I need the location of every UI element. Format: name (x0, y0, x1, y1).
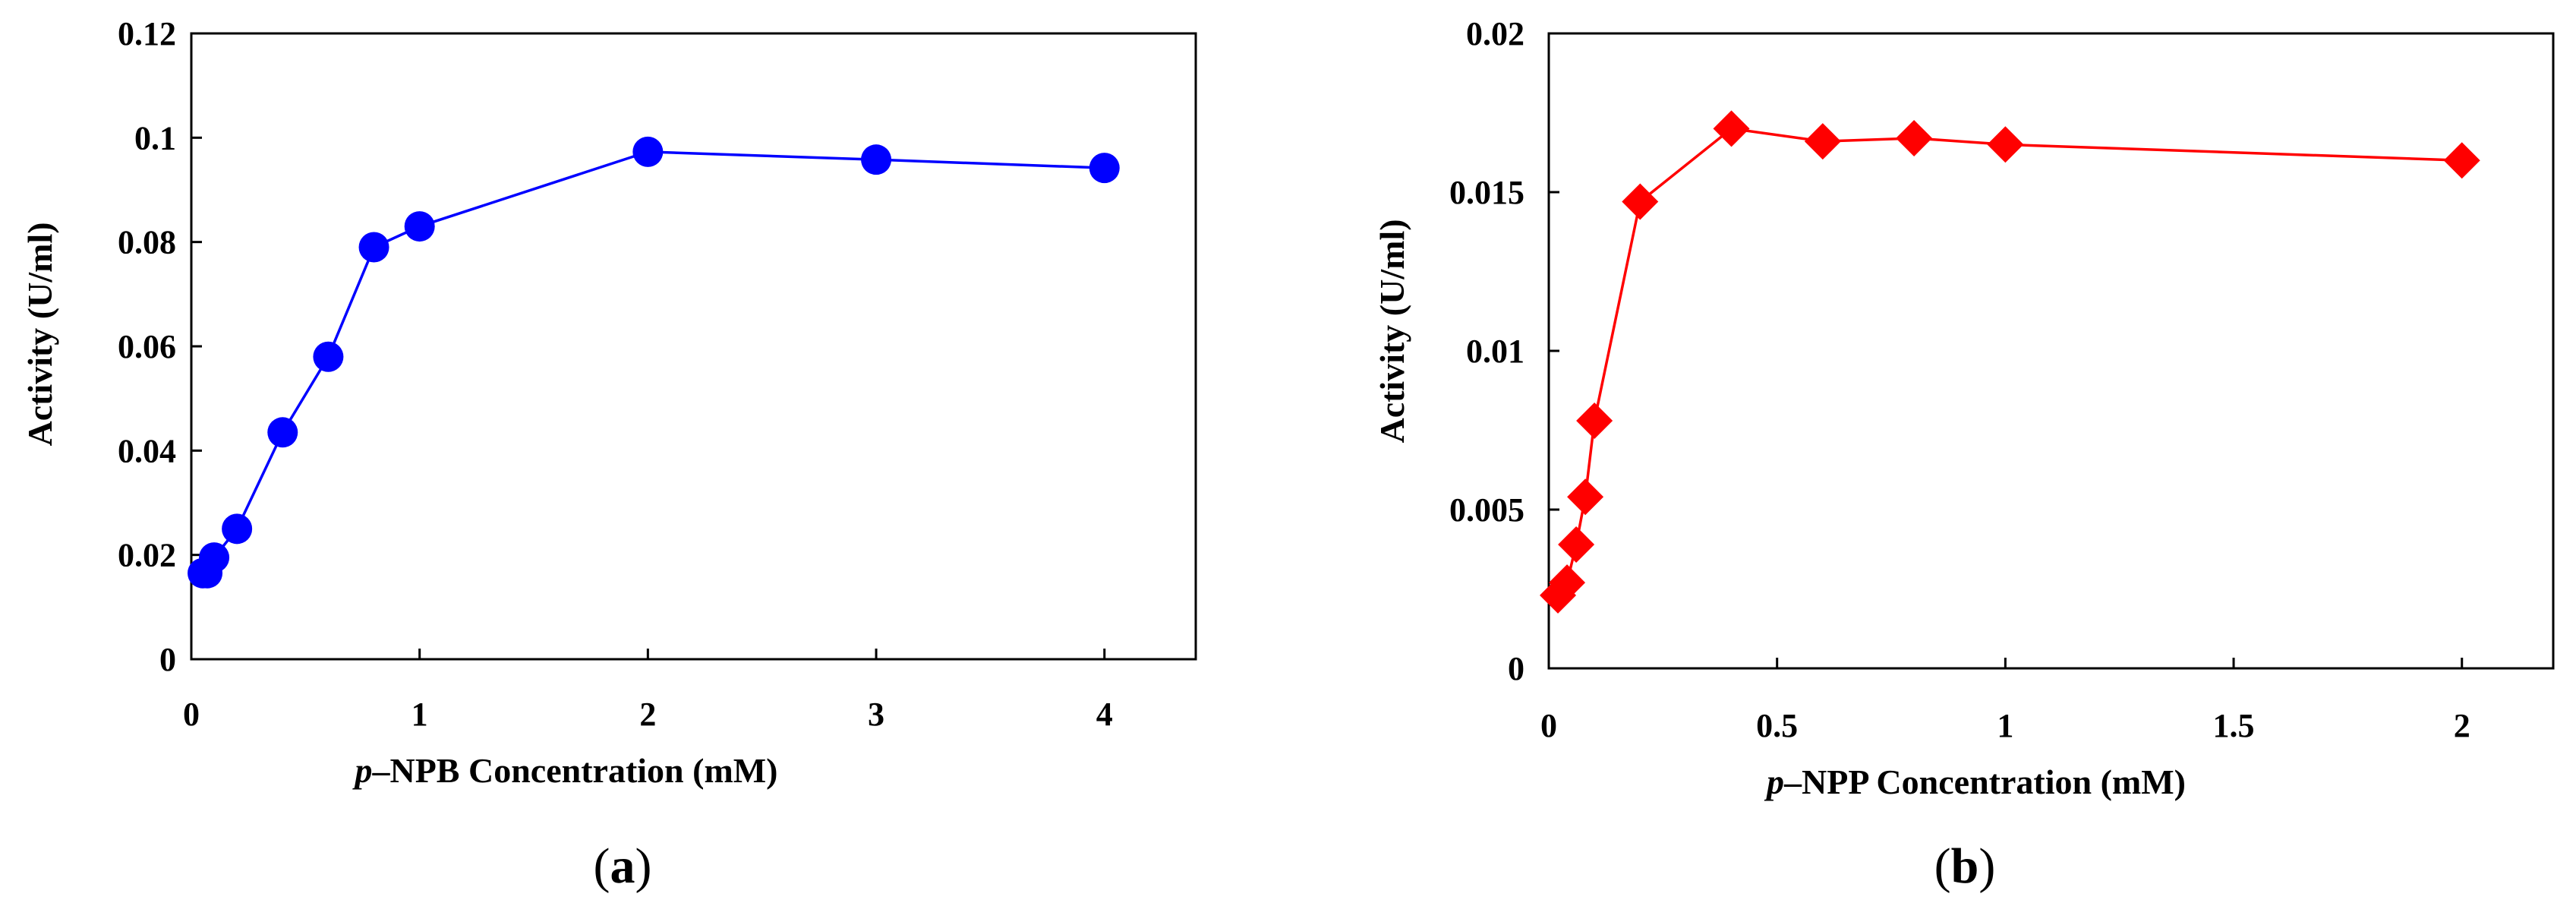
y-tick-label: 0.005 (1449, 491, 1524, 529)
panel-label-open: ( (594, 838, 610, 894)
x-axis-label-text: –NPP Concentration (mM) (1783, 762, 2186, 801)
y-tick-label: 0.06 (118, 328, 176, 365)
y-tick-label: 0.08 (118, 224, 176, 261)
y-tick-label: 0.02 (118, 537, 176, 574)
data-point (1576, 402, 1613, 439)
x-axis-label-italic: p (1764, 762, 1784, 801)
data-point (1558, 526, 1595, 563)
data-point (313, 341, 344, 372)
x-tick-label: 0 (1540, 707, 1557, 744)
x-tick-label: 2 (2454, 707, 2470, 744)
data-point (1567, 478, 1604, 516)
x-tick-label: 3 (868, 696, 884, 733)
x-axis-label: p–NPB Concentration (mM) (352, 751, 777, 790)
y-tick-label: 0.015 (1449, 174, 1524, 211)
x-tick-label: 0 (183, 696, 200, 733)
data-point (1896, 119, 1933, 156)
y-tick-label: 0.12 (118, 15, 176, 52)
x-tick-label: 1 (411, 696, 428, 733)
data-point (358, 232, 389, 263)
x-axis-label: p–NPP Concentration (mM) (1764, 762, 2186, 801)
plot-area (190, 32, 1197, 661)
series-line (1556, 127, 2462, 596)
data-point (1089, 153, 1120, 184)
x-axis-label-italic: p (352, 751, 372, 790)
y-tick-label: 0 (1508, 650, 1524, 687)
x-tick-label: 1.5 (2213, 707, 2255, 744)
chart-panel-a: 0 0.02 0.04 0.06 0.08 0.1 0.12 0 1 2 3 4 p–NPB Conce… (20, 15, 1197, 894)
chart-panel-b: 0 0.005 0.01 0.015 0.02 0 0.5 1 1.5 2 p–NPP Concen… (1373, 15, 2555, 894)
x-tick-label: 0.5 (1756, 707, 1798, 744)
data-point (199, 542, 230, 573)
data-point (222, 513, 253, 545)
data-point (632, 136, 664, 167)
x-axis-label-text: –NPB Concentration (mM) (371, 751, 777, 790)
x-tick-label: 4 (1096, 696, 1113, 733)
panel-label-open: ( (1934, 838, 1951, 894)
y-tick-label: 0.02 (1466, 15, 1524, 52)
data-point (1622, 183, 1659, 220)
panel-label-close: ) (635, 838, 652, 894)
data-point (1713, 110, 1750, 147)
data-point (1987, 126, 2024, 163)
panel-label: (a) (594, 838, 652, 894)
y-tick-label: 0.1 (134, 119, 176, 156)
data-point (1549, 564, 1586, 601)
y-tick-label: 0.01 (1466, 333, 1524, 370)
panel-label: (b) (1934, 838, 1996, 894)
panel-label-letter: b (1951, 838, 1979, 894)
y-tick-label: 0.04 (118, 432, 176, 469)
plot-area (1547, 32, 2555, 670)
y-axis-label: Activity (U/ml) (20, 222, 59, 446)
data-point (2443, 142, 2480, 179)
x-tick-label: 1 (1997, 707, 2013, 744)
x-tick-label: 2 (639, 696, 656, 733)
panel-label-letter: a (610, 838, 635, 894)
data-point (267, 417, 298, 448)
y-tick-label: 0 (159, 641, 176, 678)
panel-label-close: ) (1979, 838, 1995, 894)
y-axis-label: Activity (U/ml) (1373, 219, 1411, 443)
data-point (404, 211, 435, 242)
data-point (861, 144, 892, 175)
data-point (1804, 123, 1841, 160)
